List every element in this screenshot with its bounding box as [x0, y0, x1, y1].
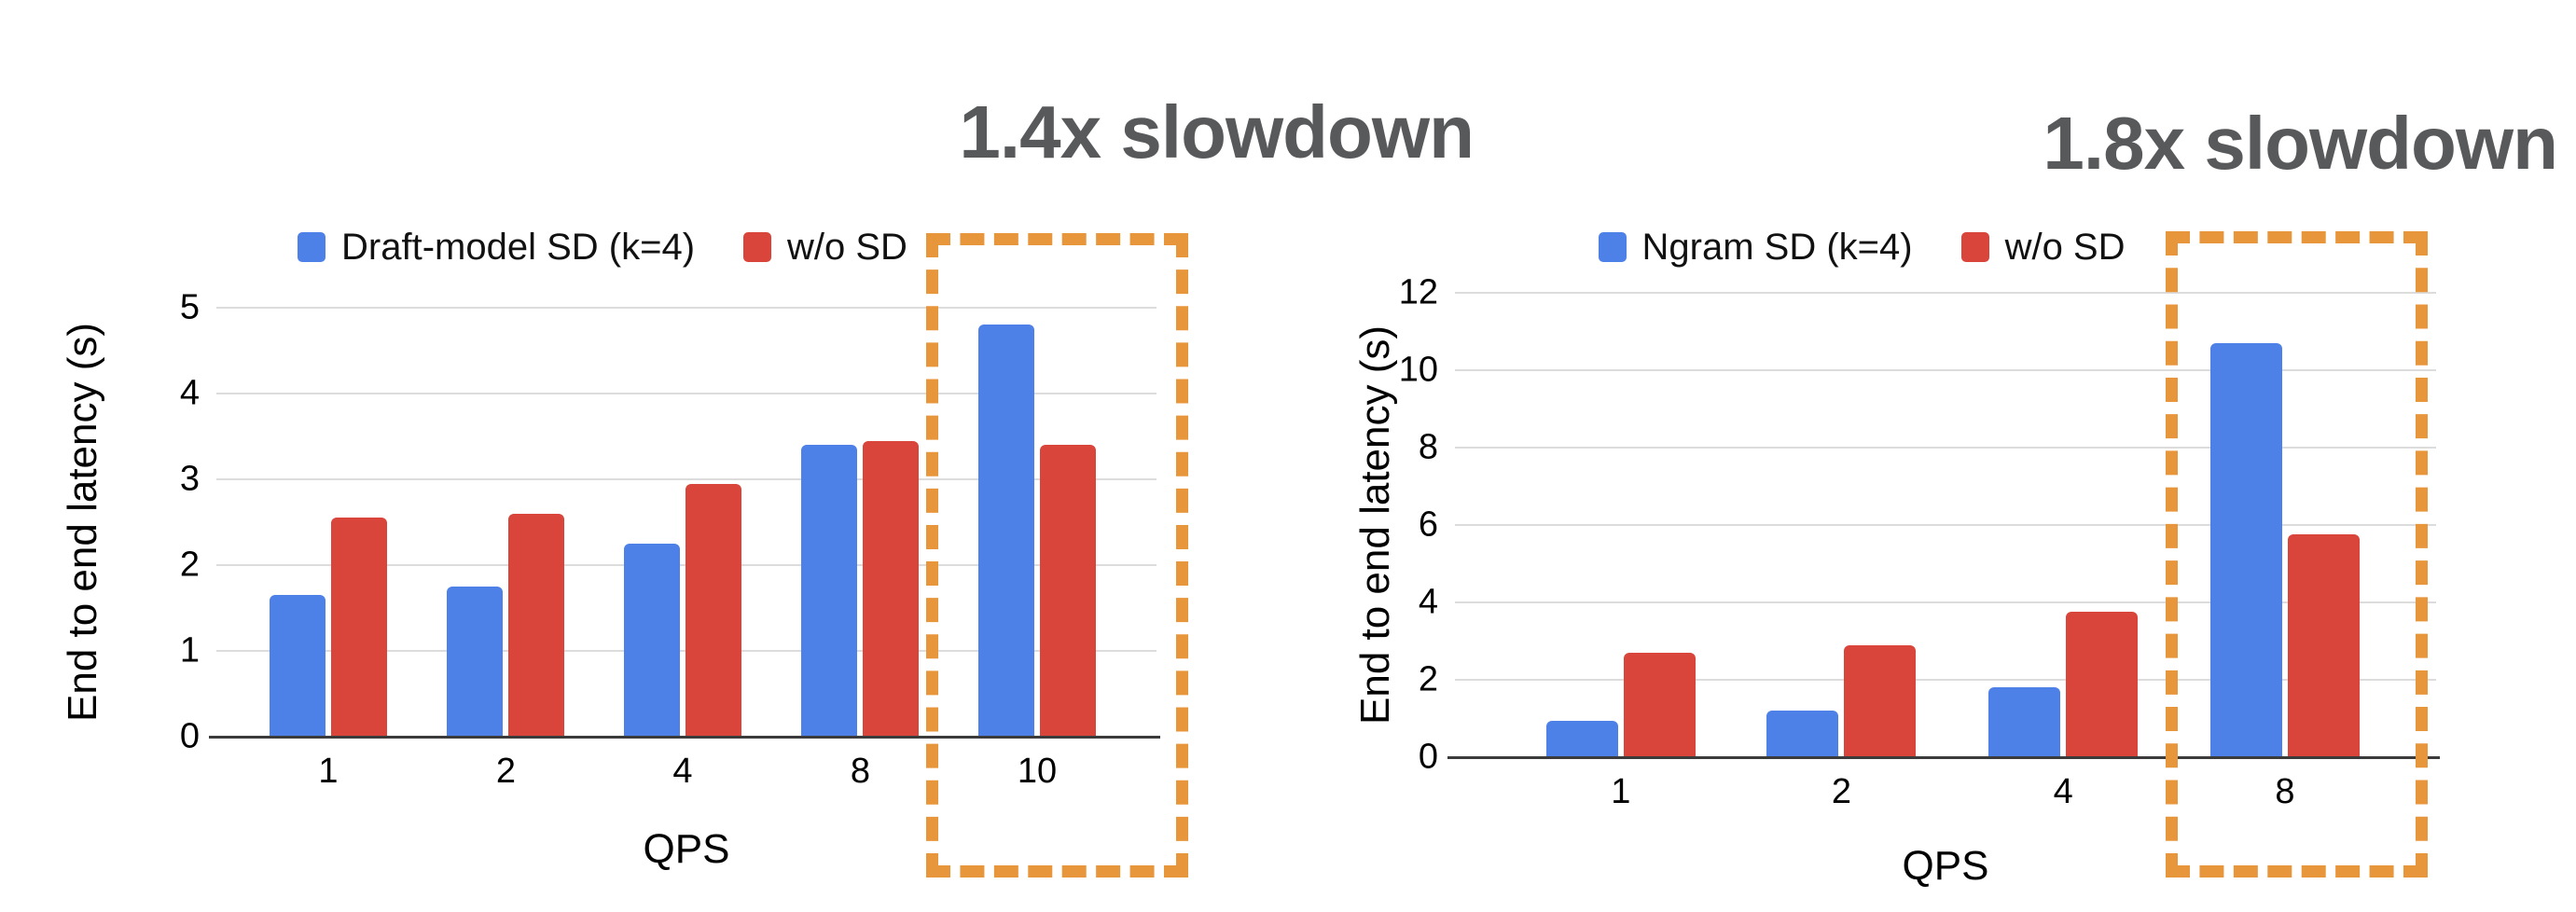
legend-item-wo-sd: w/o SD	[743, 227, 907, 269]
x-axis-tick-label: 8	[2275, 772, 2295, 811]
x-axis-tick-label: 2	[1831, 772, 1852, 811]
gridline	[1455, 524, 2436, 526]
y-axis-tick-label: 2	[1418, 659, 1438, 699]
bar-ngram-sd-k-4--qps-8	[2209, 342, 2282, 757]
x-axis-tick-label: 10	[1017, 752, 1058, 791]
legend-label-draft-model-sd: Draft-model SD (k=4)	[341, 226, 696, 268]
y-axis-tick-label: 0	[179, 716, 200, 756]
x-axis-tick-label: 4	[672, 752, 693, 791]
bar-w-o-sd-qps-2	[508, 513, 565, 737]
y-axis-tick-label: 4	[179, 373, 200, 413]
legend-swatch-red-icon	[743, 232, 772, 262]
x-axis-title-right-chart: QPS	[1902, 843, 1989, 889]
slowdown-annotation-left: 1.4x slowdown	[959, 90, 1475, 173]
bar-w-o-sd-qps-10	[1039, 445, 1096, 737]
x-axis-title-left-chart: QPS	[643, 826, 730, 872]
y-axis-tick-label: 5	[179, 287, 200, 327]
legend-label-ngram-sd: Ngram SD (k=4)	[1641, 226, 1913, 268]
bar-draft-model-sd-k-4--qps-8	[801, 445, 858, 737]
bar-draft-model-sd-k-4--qps-10	[977, 325, 1034, 737]
bar-w-o-sd-qps-8	[863, 440, 920, 737]
slowdown-annotation-right: 1.8x slowdown	[2043, 102, 2558, 185]
highlight-box-right-chart	[2166, 231, 2428, 877]
legend-item-draft-model-sd: Draft-model SD (k=4)	[298, 227, 695, 269]
x-axis-line	[1447, 756, 2440, 759]
y-axis-title-left-chart: End to end latency (s)	[60, 323, 105, 723]
bar-w-o-sd-qps-2	[1844, 644, 1917, 757]
legend-item-wo-sd: w/o SD	[1960, 226, 2126, 269]
y-axis-tick-label: 10	[1398, 350, 1438, 390]
plot-area-right-chart: 0 2 4 6 8 10 12 1 2 4 8	[1399, 273, 2440, 811]
bar-ngram-sd-k-4--qps-4	[1988, 687, 2061, 757]
legend-swatch-red-icon	[1960, 232, 1989, 262]
x-axis-line	[209, 736, 1160, 739]
x-axis-tick-label: 2	[495, 752, 517, 791]
bar-draft-model-sd-k-4--qps-2	[447, 587, 504, 737]
bar-ngram-sd-k-4--qps-2	[1766, 711, 1839, 757]
y-axis-tick-label: 0	[1418, 737, 1438, 777]
legend-left-chart: Draft-model SD (k=4) w/o SD	[132, 226, 1073, 269]
x-axis-tick-label: 8	[850, 752, 871, 791]
bar-draft-model-sd-k-4--qps-4	[623, 544, 680, 737]
legend-right-chart: Ngram SD (k=4) w/o SD	[1371, 226, 2352, 269]
bar-draft-model-sd-k-4--qps-1	[269, 595, 325, 737]
gridline	[1455, 601, 2436, 603]
y-axis-tick-label: 12	[1398, 272, 1438, 312]
bar-w-o-sd-qps-4	[685, 483, 741, 737]
x-axis-tick-label: 4	[2053, 772, 2073, 811]
gridline	[1455, 369, 2436, 371]
gridline	[1455, 679, 2436, 681]
bar-w-o-sd-qps-8	[2287, 534, 2360, 757]
x-axis-tick-label: 1	[318, 752, 339, 791]
gridline	[1455, 447, 2436, 449]
y-axis-tick-label: 4	[1418, 582, 1438, 622]
x-axis-tick-label: 1	[1611, 772, 1631, 811]
bar-w-o-sd-qps-1	[330, 518, 387, 737]
legend-label-wo-sd: w/o SD	[787, 226, 907, 268]
legend-swatch-blue-icon	[1598, 232, 1627, 262]
y-axis-tick-label: 2	[179, 545, 200, 585]
y-axis-tick-label: 6	[1418, 504, 1438, 545]
legend-item-ngram-sd: Ngram SD (k=4)	[1598, 226, 1913, 269]
y-axis-tick-label: 3	[179, 459, 200, 499]
legend-label-wo-sd: w/o SD	[2004, 226, 2126, 268]
legend-swatch-blue-icon	[298, 232, 326, 262]
gridline	[216, 393, 1156, 394]
bar-ngram-sd-k-4--qps-1	[1545, 720, 1618, 757]
gridline	[1455, 292, 2436, 294]
gridline	[216, 307, 1156, 309]
gridline	[216, 478, 1156, 480]
highlight-box-left-chart	[926, 233, 1188, 877]
y-axis-tick-label: 1	[179, 630, 200, 670]
bar-w-o-sd-qps-1	[1623, 652, 1696, 757]
plot-area-left-chart: 0 1 2 3 4 5 1 2 4 8 10	[180, 288, 1160, 791]
bar-w-o-sd-qps-4	[2066, 612, 2139, 757]
y-axis-tick-label: 8	[1418, 427, 1438, 467]
